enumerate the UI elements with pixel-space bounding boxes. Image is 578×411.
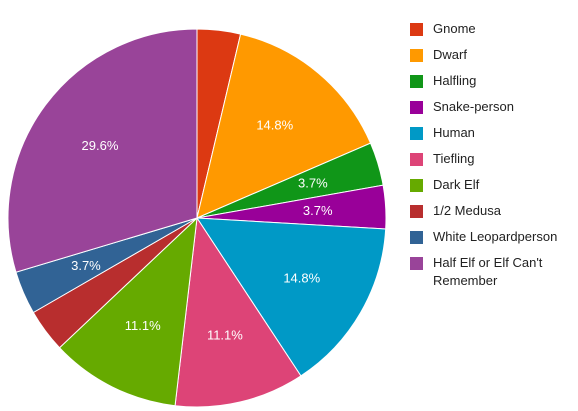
pie-slice-human — [196, 217, 387, 377]
legend-item: Snake-person — [410, 98, 578, 116]
legend-swatch — [410, 179, 423, 192]
legend-item: White Leopardperson — [410, 228, 578, 246]
legend: Gnome Dwarf Halfling Snake-person Human Tiefl… — [410, 20, 578, 298]
legend-item: Halfling — [410, 72, 578, 90]
legend-item: Dark Elf — [410, 176, 578, 194]
pie-slice-dark-elf — [58, 216, 198, 407]
legend-item: Tiefling — [410, 150, 578, 168]
slice-data-label: 3.7% — [71, 258, 101, 273]
legend-swatch — [410, 127, 423, 140]
slice-data-label: 29.6% — [82, 138, 119, 153]
legend-label: Halfling — [433, 73, 477, 88]
legend-swatch — [410, 231, 423, 244]
legend-label: Dwarf — [433, 47, 467, 62]
legend-swatch — [410, 75, 423, 88]
slice-data-label: 3.7% — [298, 175, 328, 190]
legend-swatch — [410, 49, 423, 62]
slice-data-label: 11.1% — [125, 318, 161, 333]
slice-data-label: 11.1% — [207, 328, 243, 343]
slice-data-label: 14.8% — [283, 270, 320, 285]
legend-label: White Leopardperson — [433, 229, 558, 244]
legend-label: 1/2 Medusa — [433, 203, 501, 218]
slice-data-label: 3.7% — [303, 203, 333, 218]
pie-plot: 14.8% 3.7% 3.7% 14.8% 11.1% 11.1% 3.7% 29.6% — [7, 28, 387, 408]
legend-label: Snake-person — [433, 99, 514, 114]
legend-label: Gnome — [433, 21, 476, 36]
legend-swatch — [410, 101, 423, 114]
legend-label: Half Elf or Elf Can't Remember — [433, 255, 543, 288]
legend-swatch — [410, 23, 423, 36]
legend-swatch — [410, 153, 423, 166]
legend-label: Human — [433, 125, 475, 140]
legend-swatch — [410, 257, 423, 270]
pie-slice-dwarf — [196, 33, 372, 219]
slice-data-label: 14.8% — [256, 117, 293, 132]
legend-swatch — [410, 205, 423, 218]
legend-item: Half Elf or Elf Can't Remember — [410, 254, 578, 290]
legend-item: Human — [410, 124, 578, 142]
legend-label: Dark Elf — [433, 177, 480, 192]
pie-slice-half-elf-or-elf-can-t-remember — [7, 28, 198, 273]
legend-item: Gnome — [410, 20, 578, 38]
legend-item: Dwarf — [410, 46, 578, 64]
legend-item: 1/2 Medusa — [410, 202, 578, 220]
pie-slice-tiefling — [174, 216, 302, 408]
legend-label: Tiefling — [433, 151, 475, 166]
